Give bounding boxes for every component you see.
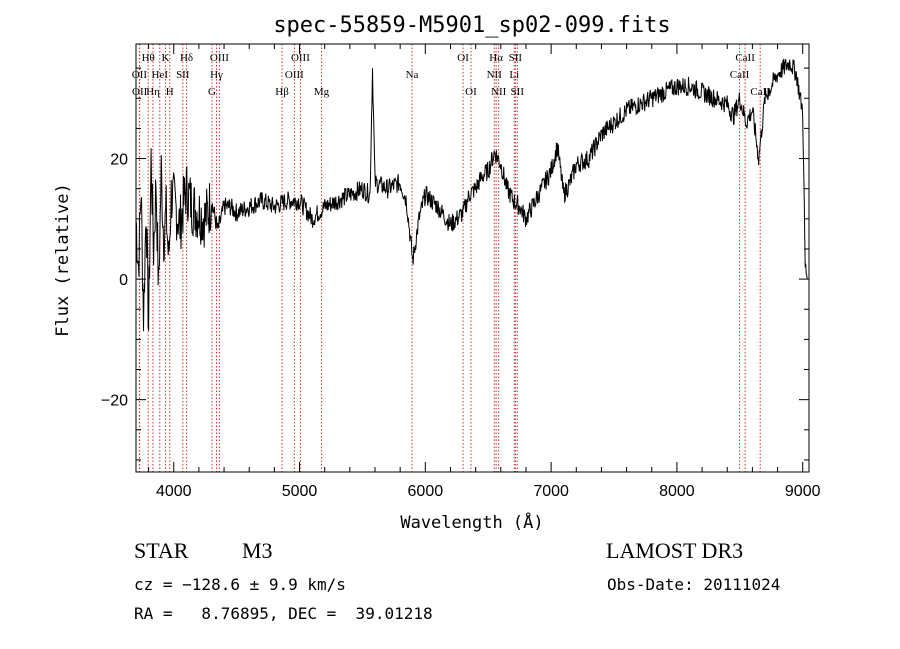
- y-axis-label: Flux (relative): [53, 183, 73, 337]
- coordinates-text: RA = 8.76895, DEC = 39.01218: [134, 604, 433, 623]
- x-axis-label: Wavelength (Å): [400, 511, 543, 533]
- x-tick-label: 4000: [156, 483, 192, 500]
- x-tick-label: 8000: [659, 483, 695, 500]
- line-label: Hδ: [180, 52, 193, 64]
- line-label: OIII: [210, 52, 229, 64]
- line-label: OIII: [291, 52, 310, 64]
- y-axis: −20 0 20: [101, 67, 809, 461]
- chart-title: spec-55859-M5901_sp02-099.fits: [273, 13, 670, 38]
- y-tick-label: 0: [119, 272, 128, 289]
- line-label: Hγ: [210, 69, 223, 81]
- line-label: K: [161, 52, 169, 64]
- line-label: Na: [406, 69, 419, 81]
- line-label: OI: [457, 52, 469, 64]
- line-label: OIII: [285, 69, 304, 81]
- obs-date-text: Obs-Date: 20111024: [607, 575, 781, 594]
- x-tick-label: 7000: [533, 483, 569, 500]
- line-label: NII: [487, 69, 503, 81]
- class-label: STAR: [134, 538, 189, 563]
- line-label: HeI: [152, 69, 169, 81]
- survey-label: LAMOST DR3: [606, 538, 744, 563]
- line-label: CaII: [735, 52, 755, 64]
- line-label: Hθ: [142, 52, 155, 64]
- line-label: SII: [176, 69, 190, 81]
- x-tick-label: 9000: [785, 483, 821, 500]
- line-label: Hβ: [275, 86, 289, 98]
- plot-frame: [135, 43, 810, 473]
- x-tick-label: 6000: [408, 483, 444, 500]
- series-line-flux: [135, 58, 808, 332]
- line-label: OI: [465, 86, 477, 98]
- y-tick-label: 20: [110, 152, 128, 169]
- x-tick-label: 5000: [282, 483, 318, 500]
- x-axis: 4000 5000 6000 7000 8000 9000: [148, 44, 821, 500]
- line-label: CaII: [730, 69, 750, 81]
- line-label: Mg: [314, 86, 330, 98]
- line-label: Li: [509, 69, 519, 81]
- line-label: NII: [491, 86, 507, 98]
- line-label: SII: [509, 52, 523, 64]
- line-label: SII: [511, 86, 525, 98]
- spectrum-series: [135, 58, 808, 332]
- line-markers: [138, 44, 761, 472]
- y-tick-label: −20: [101, 393, 128, 410]
- line-label: OII: [132, 69, 148, 81]
- line-label: Hα: [489, 52, 503, 64]
- subclass-label: M3: [242, 538, 273, 563]
- line-label: Hη: [146, 86, 160, 98]
- velocity-text: cz = −128.6 ± 9.9 km/s: [134, 575, 346, 594]
- line-label: G: [208, 86, 216, 98]
- line-label: H: [166, 86, 174, 98]
